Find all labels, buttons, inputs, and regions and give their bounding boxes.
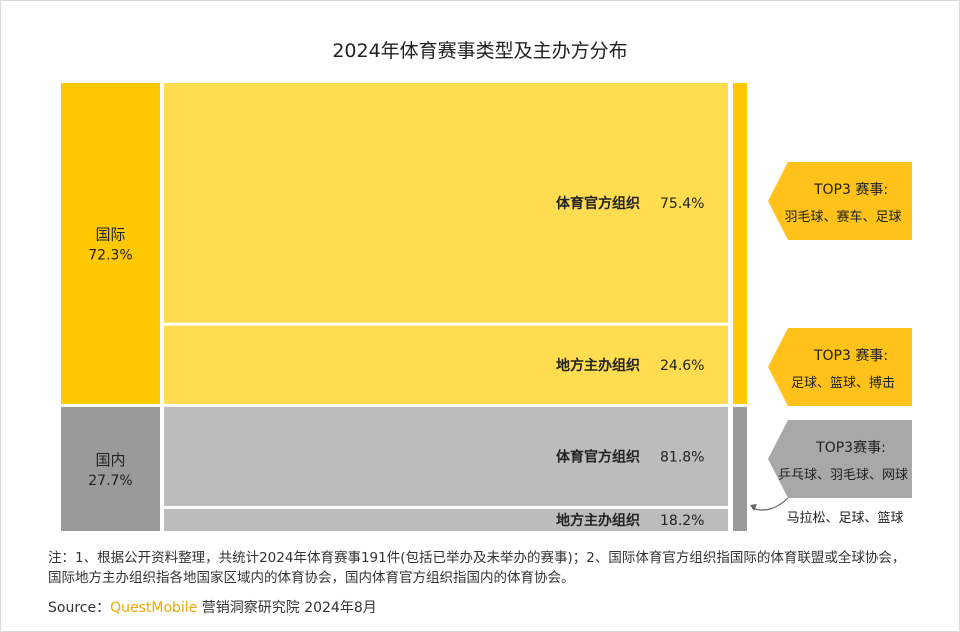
group-name-1: 国内 bbox=[95, 451, 125, 469]
group-label-box-1 bbox=[61, 406, 160, 531]
segment-name-0-0: 体育官方组织 bbox=[556, 195, 640, 212]
segment-name-0-1: 地方主办组织 bbox=[556, 357, 640, 374]
segment-0-1 bbox=[164, 325, 728, 404]
chart-title: 2024年体育赛事类型及主办方分布 bbox=[332, 40, 628, 62]
source-line: Source：QuestMobile 营销洞察研究院 2024年8月 bbox=[48, 597, 377, 617]
footnote: 注：1、根据公开资料整理，共统计2024年体育赛事191件(包括已举办及未举办的… bbox=[48, 550, 906, 586]
brand-name: QuestMobile bbox=[110, 600, 198, 616]
mekko-chart: 国际 72.3% 体育官方组织 75.4% 地方主办组织 24.6% 国内 27.7% 体育官方… bbox=[61, 83, 912, 531]
group-share-1: 27.7% bbox=[88, 473, 132, 489]
callout-tag-0 bbox=[768, 162, 912, 240]
callout-tag-2 bbox=[768, 420, 912, 498]
callout-title-1: TOP3 赛事: bbox=[813, 348, 888, 364]
group-label-box-0 bbox=[61, 83, 160, 404]
curved-arrow-head bbox=[750, 504, 757, 511]
group-name-0: 国际 bbox=[95, 225, 125, 243]
segment-value-0-1: 24.6% bbox=[660, 358, 704, 374]
curved-arrow-line bbox=[751, 497, 789, 511]
source-rest: 营销洞察研究院 2024年8月 bbox=[197, 600, 377, 616]
segment-value-1-0: 81.8% bbox=[660, 449, 704, 465]
segment-name-1-1: 地方主办组织 bbox=[556, 512, 640, 529]
segment-1-0 bbox=[164, 406, 728, 506]
callout-title-0: TOP3 赛事: bbox=[813, 182, 888, 198]
callout-text-0: 羽毛球、赛车、足球 bbox=[784, 209, 901, 225]
callout-text-2: 乒乓球、羽毛球、网球 bbox=[778, 468, 908, 483]
callout-tag-1 bbox=[768, 328, 912, 406]
callout-text-1: 足球、篮球、搏击 bbox=[791, 375, 895, 391]
group-strip-1 bbox=[733, 406, 747, 531]
group-strip-0 bbox=[733, 83, 747, 404]
source-label: Source： bbox=[48, 600, 111, 616]
segment-1-1 bbox=[164, 508, 728, 531]
extra-callout-text: 马拉松、足球、篮球 bbox=[786, 511, 903, 526]
group-share-0: 72.3% bbox=[88, 247, 132, 263]
segment-name-1-0: 体育官方组织 bbox=[556, 448, 640, 465]
callout-title-2: TOP3赛事: bbox=[815, 440, 886, 456]
segment-value-1-1: 18.2% bbox=[660, 513, 704, 529]
segment-0-0 bbox=[164, 83, 728, 323]
segment-value-0-0: 75.4% bbox=[660, 196, 704, 212]
